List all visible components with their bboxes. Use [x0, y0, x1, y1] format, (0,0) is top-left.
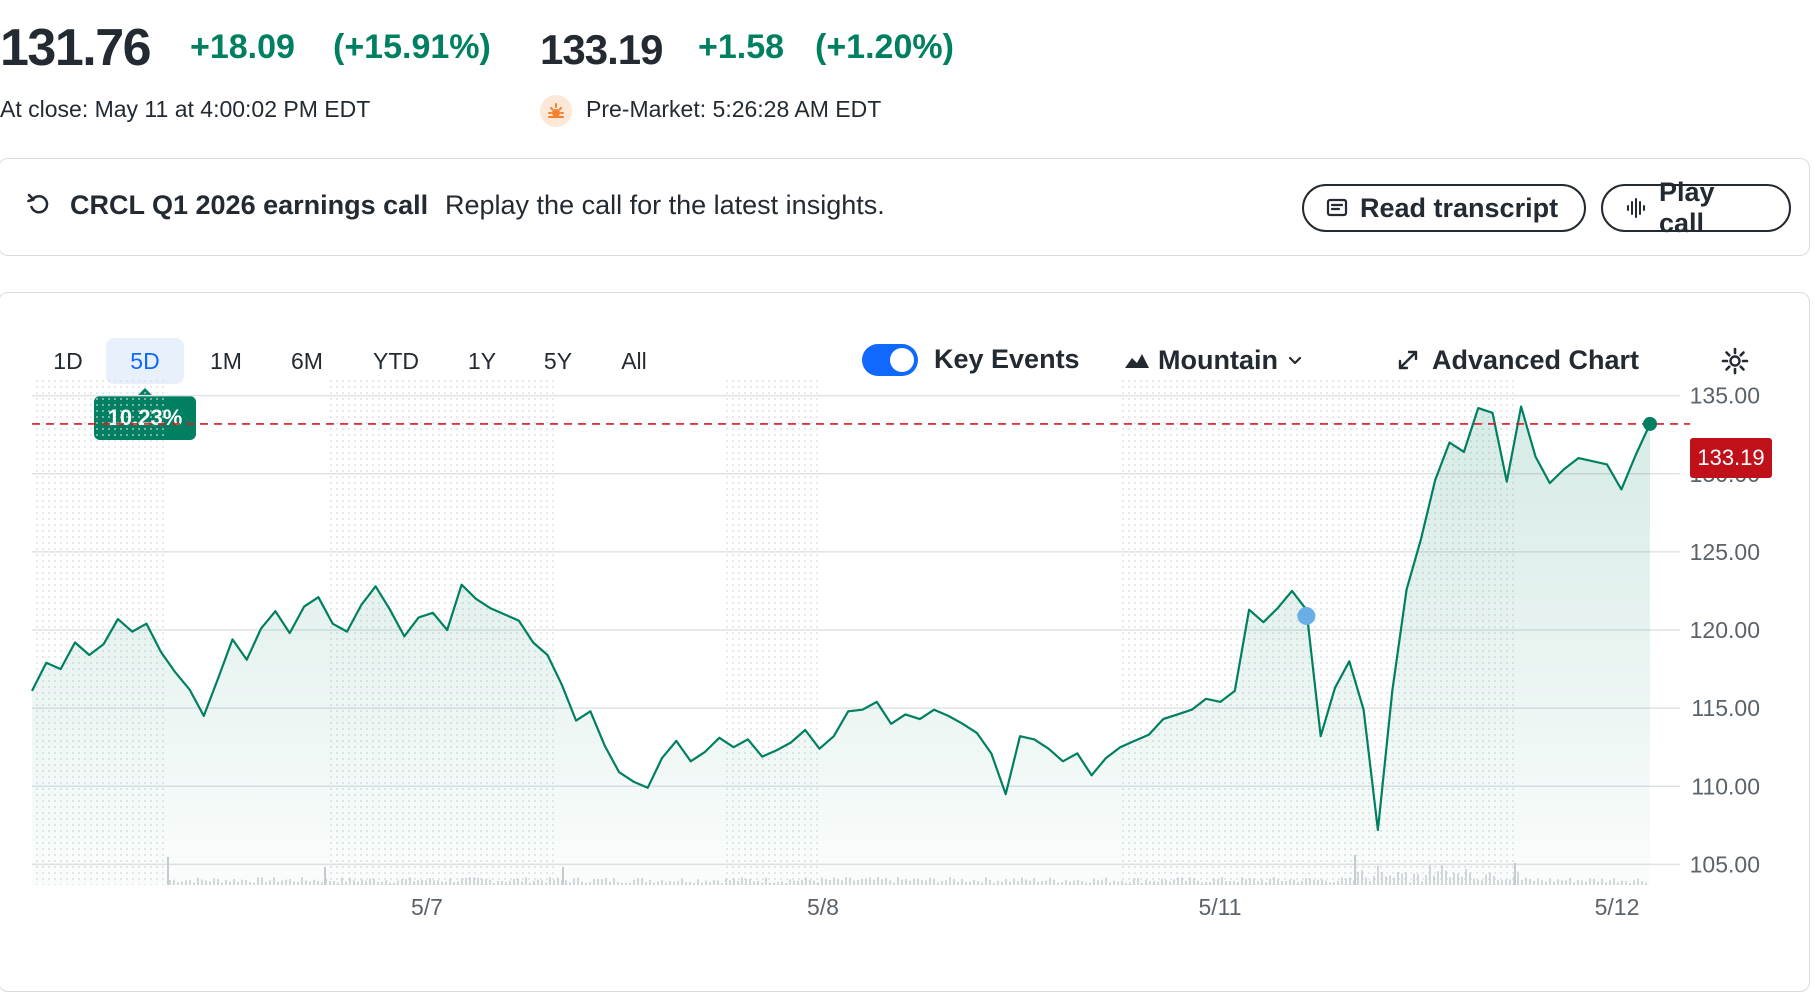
range-5y[interactable]: 5Y — [543, 347, 573, 374]
y-tick-label: 105.00 — [1690, 851, 1760, 877]
range-1y[interactable]: 1Y — [467, 347, 497, 374]
earnings-call-title: CRCL Q1 2026 earnings call — [70, 190, 429, 220]
read-transcript-label: Read transcript — [1360, 192, 1559, 223]
y-tick-label: 125.00 — [1690, 539, 1760, 565]
read-transcript-button[interactable]: Read transcript — [1302, 184, 1586, 232]
chevron-down-icon — [1288, 356, 1302, 365]
y-tick-label: 120.00 — [1690, 617, 1760, 643]
premarket-change-percent: (+1.20%) — [815, 28, 954, 66]
audio-waveform-icon — [1626, 198, 1645, 218]
expand-icon — [1398, 350, 1418, 370]
key-events-label: Key Events — [934, 344, 1080, 374]
close-price: 131.76 — [0, 19, 152, 77]
advanced-chart-label: Advanced Chart — [1432, 344, 1640, 375]
mountain-icon — [1125, 354, 1149, 368]
gear-icon[interactable] — [1720, 346, 1752, 378]
advanced-chart-button[interactable]: Advanced Chart — [1396, 342, 1639, 378]
x-tick-label: 5/7 — [411, 894, 443, 920]
current-price-dot — [1643, 416, 1657, 431]
transcript-icon — [1326, 198, 1348, 217]
premarket-change: +1.58 — [698, 28, 785, 66]
y-tick-label: 115.00 — [1691, 695, 1760, 721]
price-chart[interactable]: 135.00130.00125.00120.00115.00110.00105.… — [0, 380, 1814, 940]
y-tick-label: 110.00 — [1691, 773, 1760, 799]
close-change: +18.09 — [190, 28, 295, 66]
key-events-toggle[interactable] — [862, 344, 918, 376]
close-change-percent: (+15.91%) — [333, 28, 491, 66]
chart-type-dropdown[interactable]: Mountain — [1124, 342, 1304, 378]
x-tick-label: 5/11 — [1198, 894, 1241, 920]
sunrise-icon — [540, 95, 572, 127]
range-1m[interactable]: 1M — [210, 347, 242, 374]
current-price-tag: 133.19 — [1690, 438, 1772, 478]
price-area — [32, 406, 1650, 885]
x-tick-label: 5/8 — [807, 894, 839, 920]
earnings-call-description: Replay the call for the latest insights. — [445, 190, 885, 220]
range-6m[interactable]: 6M — [291, 347, 323, 374]
range-ytd[interactable]: YTD — [373, 347, 419, 374]
play-call-label: Play call — [1658, 177, 1715, 238]
y-tick-label: 135.00 — [1690, 383, 1760, 409]
premarket-price: 133.19 — [540, 26, 663, 73]
chart-type-label: Mountain — [1158, 344, 1278, 375]
range-1d[interactable]: 1D — [53, 347, 83, 374]
play-call-button[interactable]: Play call — [1601, 177, 1791, 238]
range-all[interactable]: All — [621, 347, 647, 374]
price-line — [31, 405, 1651, 832]
x-tick-label: 5/12 — [1595, 894, 1640, 920]
range-5d[interactable]: 5D — [106, 338, 184, 384]
close-timestamp: At close: May 11 at 4:00:02 PM EDT — [0, 96, 371, 122]
replay-icon — [24, 190, 52, 218]
key-event-marker — [1297, 606, 1316, 625]
premarket-timestamp: Pre-Market: 5:26:28 AM EDT — [586, 96, 882, 122]
